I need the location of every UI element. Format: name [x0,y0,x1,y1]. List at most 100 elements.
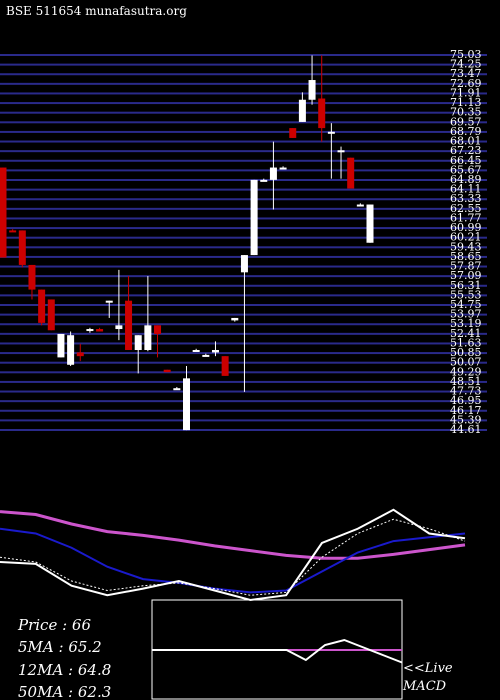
candle-body [18,230,26,265]
y-tick-label: 57.87 [450,260,482,273]
y-tick-label: 53.19 [450,317,482,330]
y-tick-label: 66.45 [450,154,482,167]
grid-line [0,150,487,153]
grid-line [0,63,487,66]
y-tick-label: 55.53 [450,288,482,301]
candle-body [144,325,152,350]
grid-line [0,236,487,239]
live-link[interactable]: <<Live [403,661,453,676]
y-tick-label: 50.85 [450,346,482,359]
candle-body [356,204,364,207]
indicator-line [0,510,466,560]
grid-line [0,227,487,230]
y-tick-label: 69.57 [450,115,482,128]
candle-body [96,329,104,332]
candle-body [28,264,36,290]
grid-line [0,140,487,143]
y-tick-label: 73.47 [450,67,482,80]
y-tick-label: 57.09 [450,269,482,282]
y-tick-label: 52.41 [450,327,482,340]
grid-line [0,323,487,326]
candle-body [202,354,210,357]
candle-body [47,299,55,331]
grid-line [0,313,487,316]
y-tick-label: 46.17 [450,404,482,417]
candle-body [269,167,277,180]
grid-line [0,294,487,297]
grid-line [0,73,487,76]
grid-line [0,130,487,133]
y-tick-label: 64.89 [450,173,482,186]
candle-body [366,204,374,243]
grid-line [0,304,487,306]
grid-line [0,82,487,85]
candle-body [183,378,190,431]
y-tick-label: 68.01 [450,135,482,148]
grid-line [0,380,487,383]
grid-line [0,102,487,105]
stat: 50MA : 62.3 [18,683,111,700]
grid-line [0,419,487,422]
grid-line [0,352,487,355]
candle-body [250,179,258,256]
grid-line [0,207,487,210]
candle-body [289,128,297,138]
grid-line [0,198,487,201]
candle-body [231,317,239,321]
candle-body [221,356,229,376]
y-tick-label: 49.29 [450,365,482,378]
chart-title: BSE 511654 munafasutra.org [6,4,187,18]
y-tick-label: 48.51 [450,375,482,388]
candle-body [260,179,268,182]
grid-line [0,409,487,412]
grid-line [0,275,487,278]
y-tick-label: 68.79 [450,125,482,138]
grid-line [0,284,487,287]
indicator-line [0,527,466,594]
y-tick-label: 65.67 [450,163,482,176]
candle-body [298,99,306,122]
grid-line [0,246,487,249]
stat: 12MA : 64.8 [18,661,111,679]
y-tick-label: 60.21 [450,231,482,244]
y-tick-label: 64.11 [450,183,482,196]
candle-body [57,333,65,358]
y-tick-label: 70.35 [450,106,482,119]
candle-body [76,352,84,357]
grid-line [0,92,487,95]
candle-body [337,150,345,153]
stat: 5MA : 65.2 [18,638,102,656]
grid-line [0,169,487,172]
candle-body [318,98,326,129]
indicator-line [0,508,466,602]
y-tick-label: 54.75 [450,298,482,311]
y-tick-label: 53.97 [450,308,482,321]
candle-body [67,335,75,365]
grid-line [0,121,487,124]
candle-body [347,157,355,189]
grid-line [0,332,487,335]
y-tick-label: 63.33 [450,192,482,205]
y-tick-label: 56.31 [450,279,482,292]
grid-line [0,188,487,191]
grid-line [0,54,487,56]
candle-body [308,80,316,100]
candle-body [154,325,162,334]
candle-body [86,329,94,332]
candle-body [327,131,335,134]
grid-line [0,361,487,364]
grid-line [0,400,487,403]
y-tick-label: 72.69 [450,77,482,90]
candle-body [105,300,113,303]
grid-line [0,371,487,374]
y-tick-label: 62.55 [450,202,482,215]
candle-body [125,300,133,350]
y-tick-label: 44.61 [450,423,482,436]
y-tick-label: 50.07 [450,356,482,369]
y-tick-label: 51.63 [450,336,482,349]
grid-line [0,217,487,220]
candle-body [115,325,123,330]
grid-line [0,179,487,181]
